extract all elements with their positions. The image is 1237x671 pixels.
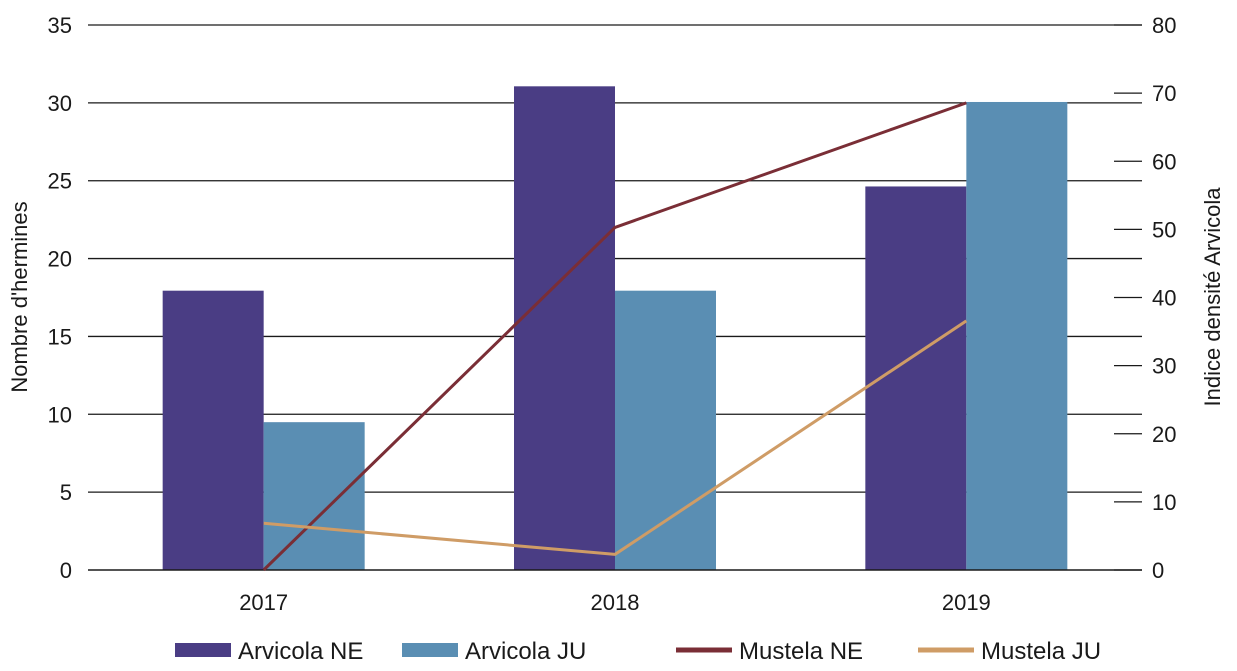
line-mustela-ne (262, 101, 967, 572)
left-tick-label: 10 (48, 402, 72, 427)
right-tick-label: 30 (1152, 354, 1176, 379)
left-tick-label: 25 (48, 169, 72, 194)
right-tick-label: 0 (1152, 558, 1164, 583)
x-tick-label: 2017 (239, 590, 288, 615)
bars (162, 86, 1068, 571)
right-axis-ticks: 0 10 20 30 40 50 60 70 80 (1114, 13, 1176, 583)
left-tick-label: 20 (48, 247, 72, 272)
legend-label: Arvicola NE (238, 638, 363, 665)
left-tick-label: 30 (48, 91, 72, 116)
legend-swatch (175, 643, 231, 657)
right-tick-label: 20 (1152, 422, 1176, 447)
lines (262, 101, 968, 572)
right-tick-label: 70 (1152, 81, 1176, 106)
legend-label: Arvicola JU (465, 638, 586, 665)
right-tick-label: 10 (1152, 490, 1176, 515)
right-tick-label: 50 (1152, 217, 1176, 242)
bar-arvicola-ju-2018 (615, 290, 716, 570)
left-tick-label: 5 (60, 480, 72, 505)
legend-swatch (402, 643, 458, 657)
right-axis-label: Indice densité Arvicola (1200, 187, 1225, 407)
line-mustela-ju (263, 319, 968, 556)
x-tick-label: 2019 (942, 590, 991, 615)
left-axis-label: Nombre d'hermines (7, 201, 32, 392)
right-tick-label: 80 (1152, 13, 1176, 38)
right-tick-label: 60 (1152, 149, 1176, 174)
bar-arvicola-ne-2017 (162, 290, 264, 570)
legend-label: Mustela NE (739, 638, 863, 665)
x-tick-label: 2018 (591, 590, 640, 615)
bar-arvicola-ju-2017 (263, 422, 365, 570)
left-axis-ticks: 0 5 10 15 20 25 30 35 (48, 13, 72, 583)
legend-label: Mustela JU (981, 638, 1101, 665)
left-tick-label: 15 (48, 324, 72, 349)
legend: Arvicola NE Arvicola JU Mustela NE Mustela … (175, 638, 1101, 665)
bar-arvicola-ne-2018 (514, 86, 615, 570)
left-tick-label: 35 (48, 13, 72, 38)
left-tick-label: 0 (60, 558, 72, 583)
right-tick-label: 40 (1152, 286, 1176, 311)
bar-arvicola-ju-2019 (966, 101, 1068, 570)
x-axis-ticks: 2017 2018 2019 (239, 590, 991, 615)
